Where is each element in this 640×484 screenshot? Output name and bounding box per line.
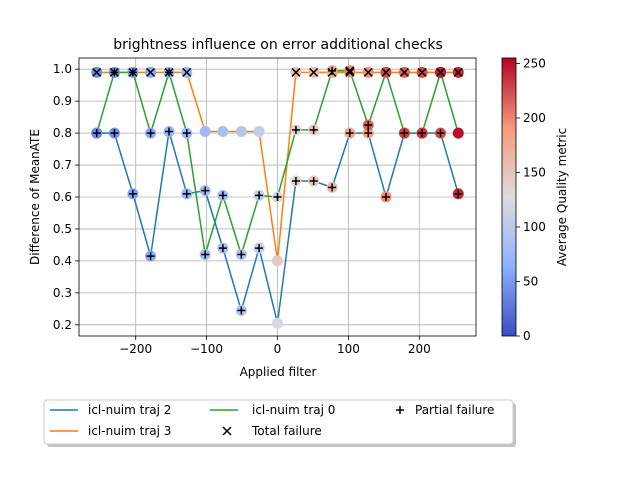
total-failure-marker	[363, 67, 373, 77]
x-axis-ticks: −200 −100 0 100 200	[119, 336, 431, 356]
total-failure-marker	[182, 67, 192, 77]
colorbar	[501, 57, 517, 337]
chart-title: brightness influence on error additional…	[113, 37, 443, 53]
partial-failure-marker	[237, 250, 246, 259]
legend-label-traj2: icl-nuim traj 2	[88, 403, 171, 417]
total-failure-marker	[417, 67, 427, 77]
partial-failure-marker	[364, 121, 373, 130]
data-point-icl-nuim-traj-3	[272, 255, 283, 267]
data-point-icl-nuim-traj-3	[217, 125, 229, 137]
x-axis-label: Applied filter	[240, 365, 317, 379]
legend-label-total-failure: Total failure	[251, 424, 322, 438]
legend-label-traj0: icl-nuim traj 0	[252, 403, 335, 417]
colorbar-ticks: 0 50 100 150 200 250	[516, 56, 546, 343]
partial-failure-marker	[273, 193, 282, 201]
partial-failure-marker	[309, 177, 318, 186]
legend-label-traj3: icl-nuim traj 3	[88, 424, 171, 438]
colorbar-label: Average Quality metric	[555, 128, 569, 266]
partial-failure-marker	[328, 66, 337, 75]
partial-failure-marker	[110, 68, 119, 77]
legend-box	[43, 399, 514, 445]
partial-failure-marker	[110, 129, 119, 138]
colorbar-tick-label: 150	[523, 165, 546, 179]
partial-failure-marker	[218, 244, 227, 253]
partial-failure-marker	[165, 127, 174, 136]
y-tick-label: 0.8	[53, 126, 72, 140]
partial-failure-marker	[418, 129, 427, 138]
y-tick-label: 0.7	[53, 158, 72, 172]
colorbar-tick-label: 100	[523, 220, 546, 234]
x-tick-label: 0	[274, 342, 282, 356]
total-failure-marker	[146, 67, 156, 77]
colorbar-tick-label: 200	[523, 111, 546, 125]
total-failure-marker	[436, 67, 446, 77]
x-tick-label: 200	[408, 342, 431, 356]
x-tick-label: −100	[190, 342, 223, 356]
total-failure-marker	[381, 67, 391, 77]
total-failure-marker	[453, 67, 463, 77]
y-tick-label: 0.4	[53, 254, 72, 268]
y-tick-label: 1.0	[53, 62, 72, 76]
partial-failure-marker	[92, 129, 101, 138]
total-failure-marker	[92, 67, 102, 77]
legend-partial-failure-marker	[396, 406, 404, 414]
partial-failure-marker	[328, 183, 337, 192]
partial-failure-marker	[255, 191, 264, 200]
partial-failure-marker	[291, 125, 300, 134]
data-point-icl-nuim-traj-2	[272, 317, 283, 329]
partial-failure-marker	[255, 244, 264, 253]
partial-failure-marker	[345, 129, 354, 138]
partial-failure-marker	[381, 193, 390, 201]
partial-failure-marker	[218, 191, 227, 200]
partial-failure-marker	[146, 252, 155, 261]
partial-failure-marker	[128, 68, 137, 77]
y-tick-label: 0.2	[53, 318, 72, 332]
x-tick-label: 100	[337, 342, 360, 356]
partial-failure-marker	[182, 129, 191, 138]
failure-markers	[92, 66, 463, 315]
y-tick-label: 0.6	[53, 190, 72, 204]
y-tick-label: 0.5	[53, 222, 72, 236]
legend-total-failure-marker	[222, 426, 232, 436]
data-point-icl-nuim-traj-3	[253, 125, 265, 137]
partial-failure-marker	[182, 189, 191, 198]
partial-failure-marker	[309, 125, 318, 134]
colorbar-tick-label: 50	[523, 274, 538, 288]
partial-failure-marker	[201, 186, 210, 195]
y-axis-ticks: 0.2 0.3 0.4 0.5 0.6 0.7 0.8 0.9 1.0	[53, 62, 79, 332]
colorbar-tick-label: 250	[523, 56, 546, 70]
colorbar-tick-label: 0	[523, 329, 531, 343]
partial-failure-marker	[436, 129, 445, 138]
total-failure-marker	[399, 67, 409, 77]
y-tick-label: 0.9	[53, 94, 72, 108]
partial-failure-marker	[454, 189, 463, 198]
partial-failure-marker	[128, 189, 137, 198]
total-failure-marker	[309, 67, 319, 77]
total-failure-marker	[345, 67, 355, 77]
y-axis-label: Difference of MeanATE	[28, 129, 42, 265]
partial-failure-marker	[165, 68, 174, 77]
y-tick-label: 0.3	[53, 286, 72, 300]
data-point-icl-nuim-traj-3	[235, 125, 247, 137]
legend: icl-nuim traj 2 icl-nuim traj 3 icl-nuim…	[43, 399, 516, 447]
data-point-icl-nuim-traj-0	[452, 127, 464, 139]
partial-failure-marker	[400, 129, 409, 138]
data-point-icl-nuim-traj-3	[199, 125, 211, 137]
legend-label-partial-failure: Partial failure	[415, 403, 494, 417]
total-failure-marker	[291, 67, 301, 77]
total-failure-marker	[345, 66, 355, 76]
partial-failure-marker	[201, 250, 210, 259]
partial-failure-marker	[237, 306, 246, 315]
x-tick-label: −200	[119, 342, 152, 356]
partial-failure-marker	[364, 129, 373, 138]
partial-failure-marker	[146, 129, 155, 138]
partial-failure-marker	[291, 177, 300, 186]
